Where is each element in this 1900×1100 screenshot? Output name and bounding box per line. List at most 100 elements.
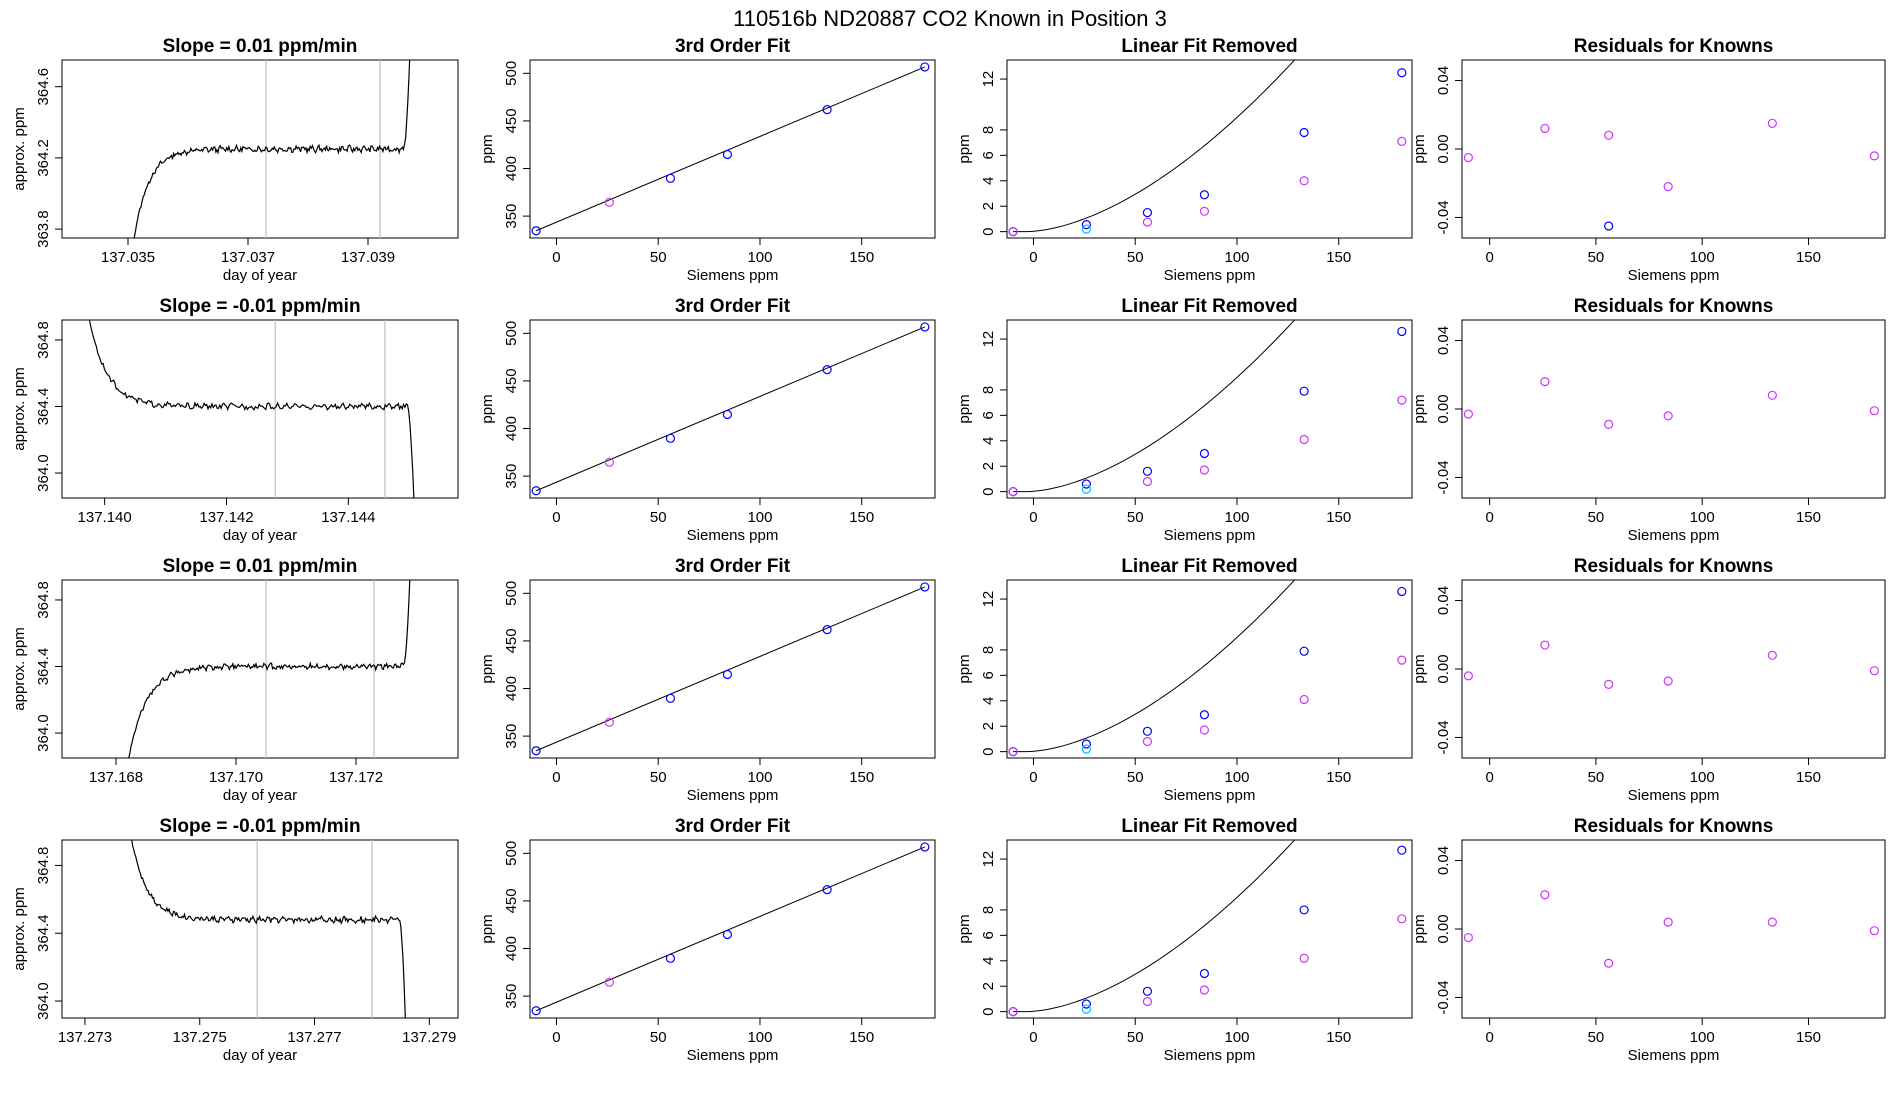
x-tick-label: 50: [650, 769, 667, 786]
y-axis-label: ppm: [479, 654, 496, 683]
y-tick-label: 364.0: [35, 982, 52, 1020]
data-point: [665, 173, 676, 183]
data-point: [1397, 136, 1407, 146]
data-point: [1869, 151, 1879, 161]
y-axis-label: ppm: [956, 134, 973, 163]
x-tick-label: 50: [1588, 1029, 1605, 1046]
y-tick-label: 4: [980, 437, 997, 445]
y-tick-label: 364.8: [35, 581, 52, 619]
panel-r2-c4: Residuals for Knowns 0 50 100 150 -0.04 0.00 0.…: [1411, 296, 1886, 544]
x-tick-label: 137.035: [101, 249, 155, 266]
y-tick-label: 0: [980, 227, 997, 235]
y-axis-label: ppm: [1411, 134, 1428, 163]
x-tick-label: 0: [1485, 509, 1493, 526]
panel-r3-c3: Linear Fit Removed 0 50 100 150 0 2 4 6 8 12 Siemen…: [956, 556, 1413, 804]
y-axis-label: ppm: [479, 134, 496, 163]
panel-r3-c2: 3rd Order Fit 0 50 100 150 350 400 450 500 Siemen…: [479, 556, 936, 804]
x-tick-label: 50: [1127, 769, 1144, 786]
panel-r4-c4: Residuals for Knowns 0 50 100 150 -0.04 0.00 0.…: [1411, 816, 1886, 1064]
data-point: [1397, 655, 1407, 665]
panel-title: Linear Fit Removed: [1121, 816, 1297, 837]
x-tick-label: 50: [1127, 249, 1144, 266]
x-tick-label: 0: [552, 509, 560, 526]
x-tick-label: 150: [849, 1029, 874, 1046]
x-tick-label: 137.168: [89, 769, 143, 786]
data-point: [1767, 917, 1777, 927]
x-tick-label: 50: [1127, 509, 1144, 526]
x-tick-label: 100: [1690, 1029, 1715, 1046]
data-point: [1199, 206, 1210, 216]
plot-area: [535, 586, 926, 752]
y-axis-label: ppm: [956, 654, 973, 683]
y-tick-label: -0.04: [1435, 980, 1452, 1014]
plot-frame: [529, 319, 936, 499]
data-point: [531, 486, 541, 496]
plot-area: [535, 66, 926, 232]
data-point: [1142, 466, 1153, 476]
data-point: [1540, 123, 1550, 134]
data-point: [604, 977, 614, 987]
x-tick-label: 50: [650, 509, 667, 526]
plot-frame: [1461, 319, 1886, 499]
data-point: [1081, 744, 1091, 754]
data-point: [531, 226, 541, 236]
panel-title: 3rd Order Fit: [675, 556, 791, 577]
y-axis-label: ppm: [956, 914, 973, 943]
y-axis-label: approx. ppm: [11, 367, 28, 450]
data-point: [1767, 650, 1777, 660]
y-axis-label: ppm: [956, 394, 973, 423]
data-point: [1299, 646, 1309, 656]
panel-title: Residuals for Knowns: [1574, 816, 1774, 837]
x-tick-label: 150: [1326, 509, 1351, 526]
data-point: [1008, 227, 1018, 237]
y-axis-label: ppm: [1411, 394, 1428, 423]
data-point: [1199, 985, 1210, 995]
data-point: [1397, 326, 1407, 337]
x-axis-label: Siemens ppm: [1164, 267, 1256, 284]
x-axis-label: day of year: [223, 267, 297, 284]
panel-title: Residuals for Knowns: [1574, 36, 1774, 57]
y-axis-label: ppm: [1411, 654, 1428, 683]
concentration-trace: [128, 580, 411, 758]
panel-r2-c3: Linear Fit Removed 0 50 100 150 0 2 4 6 8 12 Siemen…: [956, 296, 1413, 544]
data-point: [1604, 419, 1614, 430]
data-point: [1397, 914, 1407, 924]
plot-frame: [529, 579, 936, 759]
x-tick-label: 100: [747, 249, 772, 266]
panel-title: Residuals for Knowns: [1574, 296, 1774, 317]
data-point: [1199, 448, 1210, 459]
plot-frame: [61, 59, 459, 239]
x-tick-label: 0: [1485, 769, 1493, 786]
data-point: [1604, 679, 1614, 690]
x-axis-label: Siemens ppm: [1628, 267, 1720, 284]
y-tick-label: 364.2: [35, 139, 52, 177]
plot-frame: [529, 839, 936, 1019]
data-point: [1142, 996, 1153, 1007]
panel-title: Slope = 0.01 ppm/min: [163, 36, 358, 57]
y-tick-label: 364.8: [35, 321, 52, 359]
x-tick-label: 137.170: [209, 769, 263, 786]
y-tick-label: 450: [503, 888, 520, 913]
y-tick-label: 0.04: [1435, 66, 1452, 95]
data-point: [604, 717, 614, 727]
y-tick-label: 350: [503, 464, 520, 489]
x-tick-label: 0: [1485, 249, 1493, 266]
panel-r2-c2: 3rd Order Fit 0 50 100 150 350 400 450 500 Siemen…: [479, 296, 936, 544]
panel-r2-c1: Slope = -0.01 ppm/min 137.140 137.142 137.1…: [11, 296, 459, 544]
data-point: [1199, 968, 1210, 979]
x-axis-label: Siemens ppm: [687, 1047, 779, 1064]
data-point: [1869, 926, 1879, 936]
x-tick-label: 150: [1796, 769, 1821, 786]
y-tick-label: 4: [980, 957, 997, 965]
data-point: [920, 842, 930, 852]
data-point: [1663, 676, 1673, 686]
x-axis-label: Siemens ppm: [1164, 527, 1256, 544]
panel-r1-c4: Residuals for Knowns 0 50 100 150 -0.04 0.00 0.…: [1411, 36, 1886, 284]
x-tick-label: 100: [1690, 509, 1715, 526]
x-tick-label: 0: [1485, 1029, 1493, 1046]
data-point: [1199, 465, 1210, 475]
fit-line: [535, 66, 926, 232]
data-point: [1199, 190, 1210, 200]
data-point: [920, 322, 930, 332]
data-point: [1663, 411, 1673, 421]
